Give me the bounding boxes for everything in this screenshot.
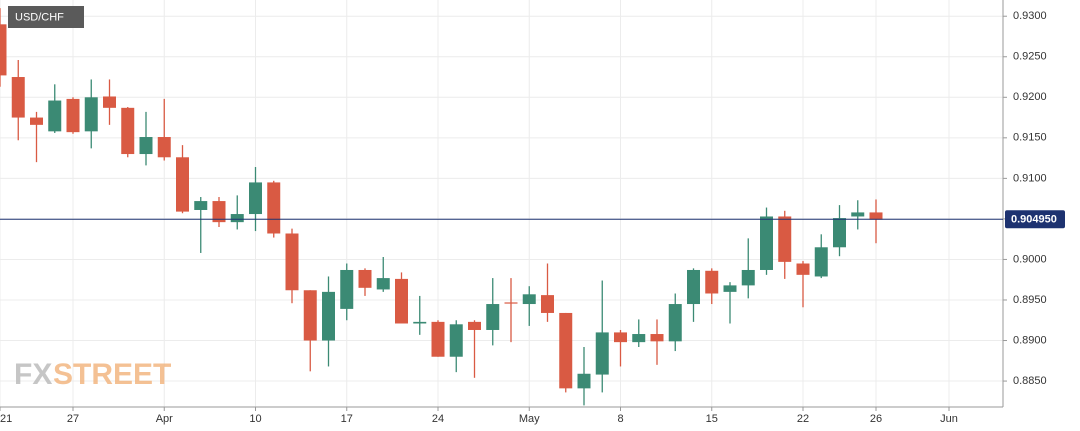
candle-body	[0, 24, 7, 76]
candle-body	[340, 269, 354, 309]
x-tick-label: 15	[706, 413, 718, 425]
candle-body	[103, 96, 116, 108]
candle-body	[522, 294, 536, 305]
candle-body	[486, 304, 500, 330]
x-tick-label: 27	[67, 413, 79, 425]
y-tick-label: 0.9000	[1013, 253, 1047, 265]
x-tick-label: May	[519, 413, 540, 425]
candle-body	[723, 285, 737, 292]
candle-body	[796, 263, 810, 275]
candle-body	[577, 373, 591, 389]
price-label: 0.904950	[1011, 214, 1057, 226]
candle-body	[705, 270, 719, 294]
candle-body	[48, 100, 62, 132]
candles	[0, 8, 883, 406]
y-tick-label: 0.8950	[1013, 294, 1047, 306]
x-tick-label: 10	[249, 413, 261, 425]
candle-body	[322, 291, 335, 341]
candle-body	[650, 334, 664, 342]
candle-body	[230, 214, 244, 223]
candle-body	[249, 182, 262, 215]
y-tick-label: 0.9100	[1013, 172, 1047, 184]
candle-body	[11, 77, 25, 118]
y-tick-label: 0.8850	[1013, 375, 1047, 387]
x-tick-label: 24	[432, 413, 444, 425]
candle-body	[541, 295, 554, 313]
title-badge	[8, 6, 84, 28]
y-tick-label: 0.9150	[1013, 132, 1047, 144]
candle-body	[121, 107, 135, 155]
candle-body	[66, 98, 80, 133]
watermark-prefix: FX	[14, 358, 52, 391]
x-tick-label: 8	[617, 413, 623, 425]
x-tick-label: 21	[0, 413, 12, 425]
y-tick-label: 0.9200	[1013, 91, 1047, 103]
candle-body	[30, 117, 43, 125]
candle-body	[778, 216, 792, 262]
candle-body	[687, 269, 700, 305]
x-tick-label: 26	[870, 413, 882, 425]
watermark-suffix: STREET	[53, 358, 171, 391]
grid	[0, 0, 1003, 407]
x-tick-label: Jun	[940, 413, 958, 425]
candle-body	[285, 233, 299, 291]
candle-body	[267, 182, 281, 234]
candle-body	[431, 321, 445, 357]
price-label-box	[1005, 210, 1065, 229]
candle-body	[851, 212, 865, 217]
candle-body	[303, 290, 317, 341]
candle-body	[358, 269, 372, 288]
y-tick-label: 0.8900	[1013, 334, 1047, 346]
x-tick-label: 22	[797, 413, 809, 425]
y-tick-label: 0.9300	[1013, 10, 1047, 22]
candle-body	[376, 278, 390, 290]
candle-body	[833, 218, 846, 248]
candle-body	[632, 334, 646, 343]
candle-body	[139, 137, 153, 155]
candle-body	[504, 302, 518, 304]
chart-title: USD/CHF	[15, 11, 64, 23]
candle-body	[449, 324, 463, 357]
candle-body	[668, 304, 682, 342]
candle-body	[614, 332, 627, 343]
candle-body	[760, 216, 773, 270]
candle-body	[869, 212, 883, 220]
candle-body	[814, 247, 828, 277]
candle-body	[176, 157, 189, 212]
candle-body	[741, 269, 755, 286]
candle-body	[84, 97, 98, 132]
candle-body	[395, 278, 408, 324]
candle-body	[413, 321, 427, 324]
x-tick-label: 17	[341, 413, 353, 425]
candle-body	[468, 321, 481, 330]
y-tick-label: 0.9250	[1013, 51, 1047, 63]
candle-body	[157, 137, 171, 158]
candle-body	[212, 201, 226, 223]
candle-body	[559, 312, 573, 389]
candle-body	[595, 332, 609, 375]
x-tick-label: Apr	[156, 413, 173, 425]
candle-body	[194, 201, 208, 210]
